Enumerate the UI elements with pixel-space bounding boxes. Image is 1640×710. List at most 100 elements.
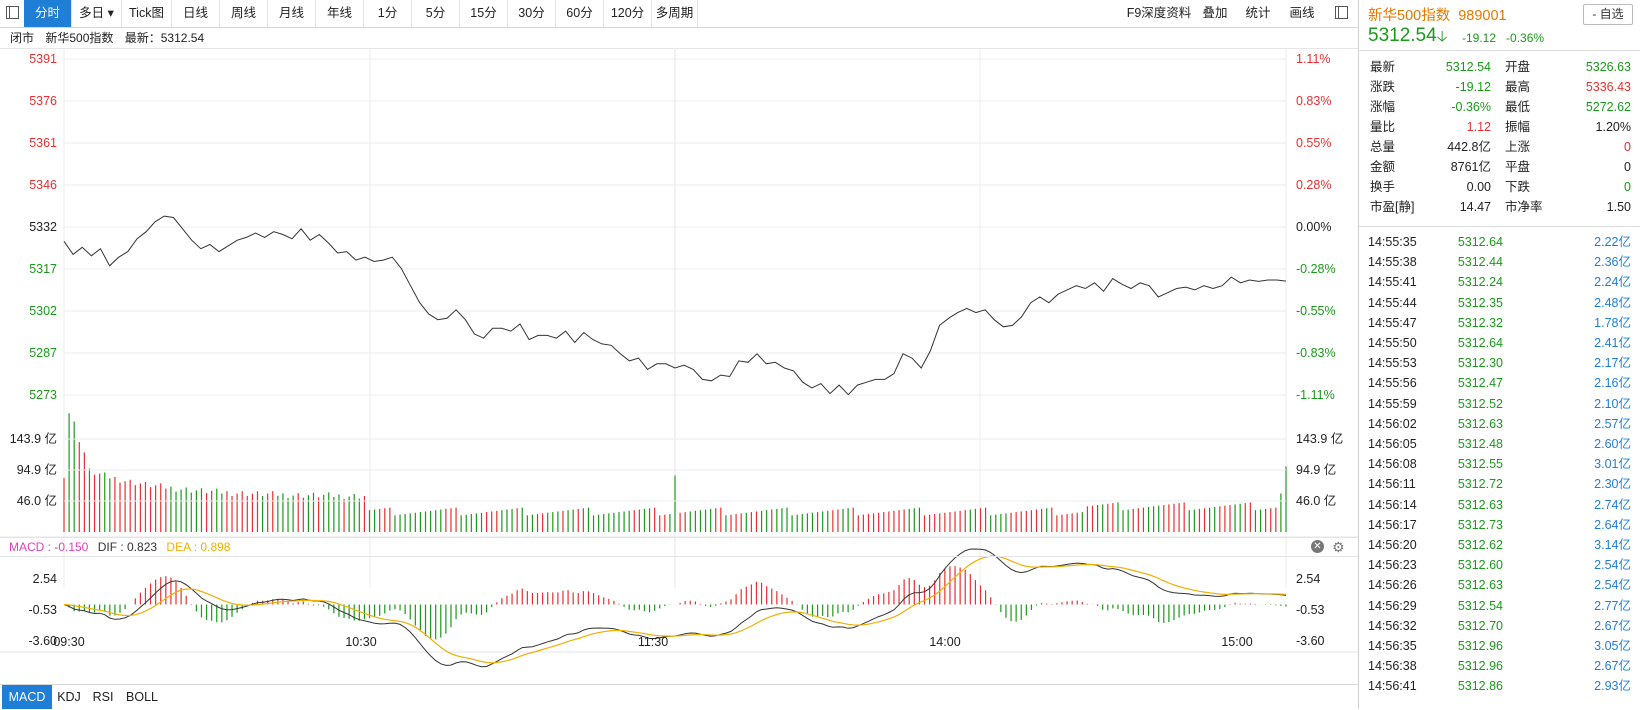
tick-volume: 2.57亿 <box>1594 416 1631 431</box>
tick-row: 14:55:53 5312.30 2.17亿 <box>1359 353 1640 373</box>
add-favorite-button[interactable]: - 自选 <box>1583 4 1633 25</box>
tick-row: 14:55:35 5312.64 2.22亿 <box>1359 232 1640 252</box>
tick-time: 14:56:05 <box>1368 437 1417 451</box>
tick-row: 14:55:38 5312.44 2.36亿 <box>1359 252 1640 272</box>
toolbar-right-item-1[interactable]: 叠加 <box>1202 6 1228 20</box>
tick-time: 14:56:41 <box>1368 679 1417 694</box>
tick-row: 14:56:26 5312.63 2.54亿 <box>1359 575 1640 595</box>
panel-separator <box>1359 50 1640 51</box>
toolbar-item-11[interactable]: 60分 <box>556 0 604 27</box>
toolbar-item-10[interactable]: 30分 <box>508 0 556 27</box>
tick-time: 14:55:44 <box>1368 295 1417 310</box>
quote-value: 8761亿 <box>1450 160 1491 174</box>
quote-value: 5272.62 <box>1585 100 1631 114</box>
tick-volume: 2.10亿 <box>1594 396 1631 411</box>
toolbar-item-9[interactable]: 15分 <box>460 0 508 27</box>
toolbar-right-item-2[interactable]: 统计 <box>1245 6 1271 20</box>
quote-value: 442.8亿 <box>1447 140 1491 154</box>
tick-volume: 2.67亿 <box>1594 618 1631 633</box>
indicator-tab-2[interactable]: RSI <box>92 690 114 704</box>
tick-row: 14:55:59 5312.52 2.10亿 <box>1359 394 1640 414</box>
close-indicator-icon[interactable]: ✕ <box>1311 540 1324 553</box>
toolbar-item-8[interactable]: 5分 <box>412 0 460 27</box>
time-axis-label: 14:00 <box>929 635 960 649</box>
toolbar-item-3[interactable]: 日线 <box>172 0 220 27</box>
toolbar-item-1[interactable]: 多日 ▾ <box>72 0 122 27</box>
toolbar-item-7[interactable]: 1分 <box>364 0 412 27</box>
quote-value: 1.20% <box>1595 120 1631 134</box>
quote-label: 量比 <box>1370 120 1396 134</box>
quote-label: 最低 <box>1505 100 1531 114</box>
tick-time: 14:56:26 <box>1368 578 1417 593</box>
quote-row: 市盈[静] 14.47 市净率 1.50 <box>1359 197 1640 217</box>
tick-price: 5312.70 <box>1457 618 1503 633</box>
tick-time: 14:55:38 <box>1368 255 1417 270</box>
quote-row: 涨幅 -0.36% 最低 5272.62 <box>1359 97 1640 117</box>
quote-value: 1.12 <box>1466 120 1491 134</box>
tick-volume: 2.77亿 <box>1594 598 1631 613</box>
tick-row: 14:56:41 5312.86 2.93亿 <box>1359 676 1640 696</box>
quote-value: 5312.54 <box>1445 60 1491 74</box>
tick-price: 5312.96 <box>1457 659 1503 674</box>
tick-price: 5312.54 <box>1457 598 1503 613</box>
right-panel-toggle-icon[interactable] <box>1335 6 1348 19</box>
indicator-tab-3[interactable]: BOLL <box>126 690 158 704</box>
tick-volume: 2.36亿 <box>1594 255 1631 270</box>
toolbar-item-6[interactable]: 年线 <box>316 0 364 27</box>
toolbar-item-4[interactable]: 周线 <box>220 0 268 27</box>
tick-price: 5312.24 <box>1457 275 1503 290</box>
macd-axis-label: 2.54 <box>33 572 57 586</box>
toolbar-item-2[interactable]: Tick图 <box>122 0 172 27</box>
tick-volume: 2.74亿 <box>1594 497 1631 512</box>
quote-label: 最新 <box>1370 60 1396 74</box>
toolbar-right-item-3[interactable]: 画线 <box>1289 6 1315 20</box>
tick-price: 5312.35 <box>1457 295 1503 310</box>
tick-row: 14:55:47 5312.32 1.78亿 <box>1359 313 1640 333</box>
pct-axis-label: -0.83% <box>1296 346 1336 360</box>
quote-value: 1.50 <box>1606 200 1631 214</box>
panel-index-name: 新华500指数 <box>1368 8 1451 24</box>
toolbar-item-0[interactable]: 分时 <box>24 0 72 27</box>
tick-volume: 2.60亿 <box>1594 437 1631 451</box>
quote-label: 涨跌 <box>1370 80 1396 94</box>
macd-value: MACD : -0.150 <box>9 540 89 554</box>
toolbar-right-item-0[interactable]: F9深度资料 <box>1126 6 1192 20</box>
intraday-chart[interactable]: 5391 1.11% 5376 0.83% 5361 0.55% 5346 0.28% 5332… <box>0 48 1358 684</box>
quote-row: 量比 1.12 振幅 1.20% <box>1359 117 1640 137</box>
indicator-tab-0[interactable]: MACD <box>2 685 52 709</box>
tick-row: 14:55:41 5312.24 2.24亿 <box>1359 272 1640 292</box>
volume-axis-label-right: 143.9 亿 <box>1296 431 1343 446</box>
quote-label: 振幅 <box>1505 120 1531 134</box>
price-axis-label: 5376 <box>29 94 57 108</box>
tick-price: 5312.72 <box>1457 477 1503 492</box>
panel-change-pct: -0.36% <box>1506 31 1545 45</box>
price-axis-label: 5273 <box>29 388 57 402</box>
left-panel-toggle-icon[interactable] <box>6 6 19 19</box>
indicator-tab-1[interactable]: KDJ <box>57 690 81 704</box>
tick-time: 14:55:47 <box>1368 315 1417 330</box>
tick-row: 14:56:02 5312.63 2.57亿 <box>1359 414 1640 434</box>
tick-price: 5312.52 <box>1457 396 1503 411</box>
quote-label: 市盈[静] <box>1370 200 1415 214</box>
tick-time: 14:55:35 <box>1368 235 1417 249</box>
tick-volume: 2.67亿 <box>1594 659 1631 674</box>
toolbar-item-13[interactable]: 多周期 <box>652 0 698 27</box>
toolbar-item-12[interactable]: 120分 <box>604 0 652 27</box>
quote-label: 平盘 <box>1505 160 1531 174</box>
price-line <box>63 215 1287 396</box>
tick-price: 5312.64 <box>1457 235 1503 249</box>
pct-axis-label: -0.28% <box>1296 262 1336 276</box>
settings-gear-icon[interactable]: ⚙ <box>1332 539 1345 555</box>
tick-row: 14:56:29 5312.54 2.77亿 <box>1359 596 1640 616</box>
time-axis-label: 10:30 <box>345 635 376 649</box>
index-name: 新华500指数 <box>45 31 114 45</box>
market-status: 闭市 <box>10 31 35 45</box>
panel-separator <box>1359 226 1640 227</box>
quote-value: -19.12 <box>1455 80 1491 94</box>
quote-value: -0.36% <box>1451 100 1491 114</box>
tick-time: 14:56:38 <box>1368 659 1417 674</box>
price-axis-label: 5287 <box>29 346 57 360</box>
toolbar-item-5[interactable]: 月线 <box>268 0 316 27</box>
tick-time: 14:56:14 <box>1368 497 1417 512</box>
tick-price: 5312.60 <box>1457 558 1503 573</box>
